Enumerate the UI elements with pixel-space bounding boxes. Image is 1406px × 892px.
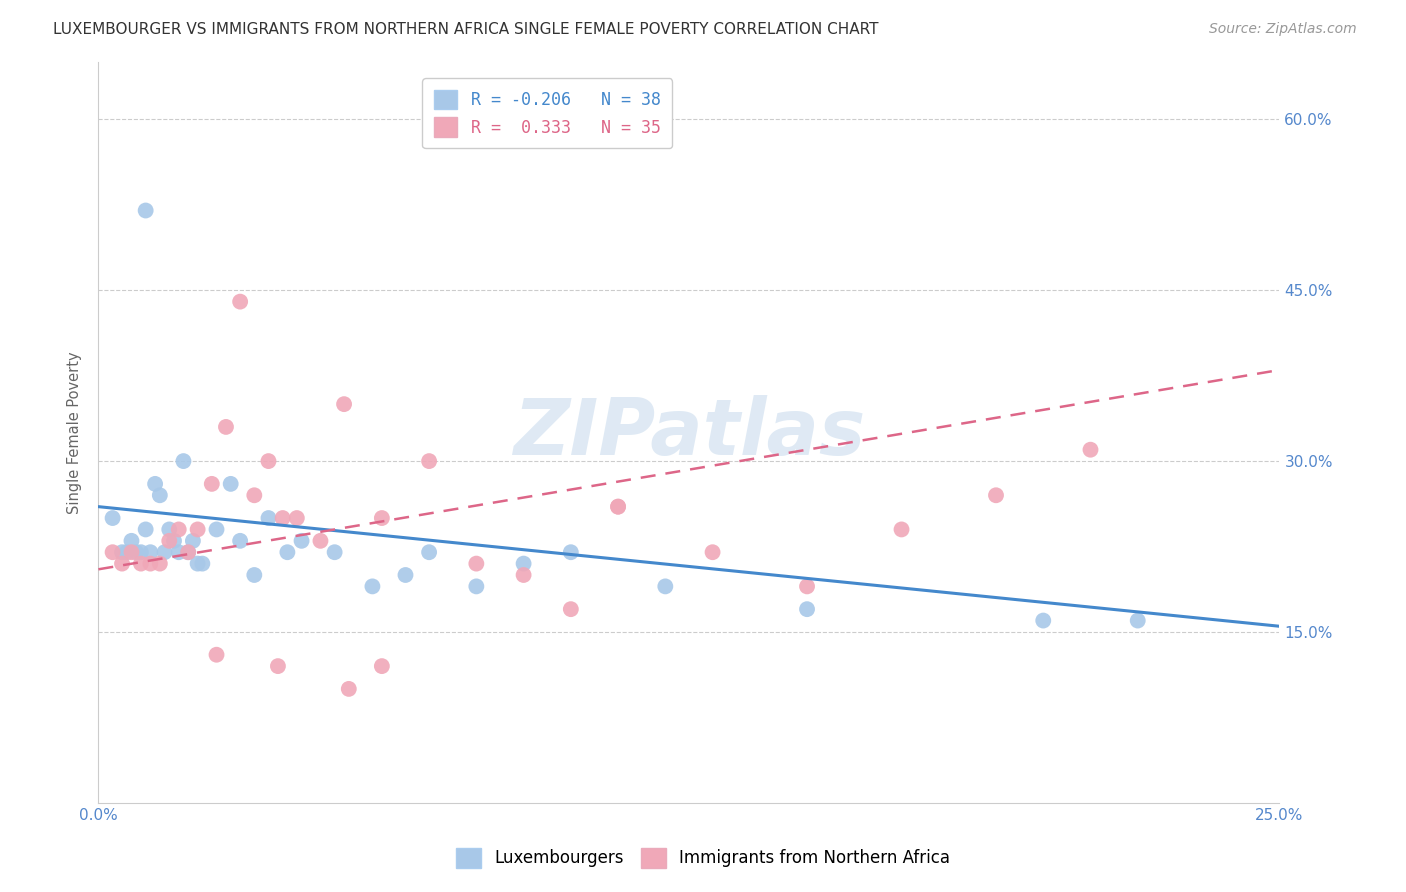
Point — [167, 523, 190, 537]
Point — [465, 557, 488, 571]
Point — [101, 511, 124, 525]
Point — [177, 545, 200, 559]
Point — [371, 659, 394, 673]
Text: Source: ZipAtlas.com: Source: ZipAtlas.com — [1209, 22, 1357, 37]
Point — [654, 579, 676, 593]
Point — [1032, 614, 1054, 628]
Point — [796, 579, 818, 593]
Point — [607, 500, 630, 514]
Point — [177, 545, 200, 559]
Point — [149, 488, 172, 502]
Point — [890, 523, 912, 537]
Point — [101, 545, 124, 559]
Point — [163, 533, 186, 548]
Point — [191, 557, 214, 571]
Point — [702, 545, 724, 559]
Point — [157, 533, 180, 548]
Point — [309, 533, 332, 548]
Point — [129, 545, 152, 559]
Point — [201, 476, 224, 491]
Point — [157, 523, 180, 537]
Y-axis label: Single Female Poverty: Single Female Poverty — [67, 351, 83, 514]
Point — [285, 511, 308, 525]
Point — [167, 545, 190, 559]
Point — [205, 648, 228, 662]
Point — [560, 545, 582, 559]
Point — [219, 476, 242, 491]
Point — [1126, 614, 1149, 628]
Point — [418, 545, 440, 559]
Point — [361, 579, 384, 593]
Point — [143, 476, 166, 491]
Text: ZIPatlas: ZIPatlas — [513, 394, 865, 471]
Point — [257, 454, 280, 468]
Point — [125, 545, 148, 559]
Point — [512, 568, 534, 582]
Point — [205, 523, 228, 537]
Point — [153, 545, 176, 559]
Point — [607, 500, 630, 514]
Point — [465, 579, 488, 593]
Point — [333, 397, 356, 411]
Point — [215, 420, 238, 434]
Point — [257, 511, 280, 525]
Point — [149, 557, 172, 571]
Point — [139, 545, 162, 559]
Point — [121, 533, 143, 548]
Point — [394, 568, 416, 582]
Point — [187, 557, 209, 571]
Point — [121, 545, 143, 559]
Point — [984, 488, 1007, 502]
Point — [129, 557, 152, 571]
Point — [135, 203, 157, 218]
Point — [271, 511, 294, 525]
Point — [135, 523, 157, 537]
Point — [512, 557, 534, 571]
Point — [1080, 442, 1102, 457]
Legend: Luxembourgers, Immigrants from Northern Africa: Luxembourgers, Immigrants from Northern … — [450, 841, 956, 875]
Point — [172, 454, 194, 468]
Point — [337, 681, 360, 696]
Point — [111, 557, 134, 571]
Text: LUXEMBOURGER VS IMMIGRANTS FROM NORTHERN AFRICA SINGLE FEMALE POVERTY CORRELATIO: LUXEMBOURGER VS IMMIGRANTS FROM NORTHERN… — [53, 22, 879, 37]
Point — [111, 545, 134, 559]
Point — [323, 545, 346, 559]
Point — [418, 454, 440, 468]
Legend: R = -0.206   N = 38, R =  0.333   N = 35: R = -0.206 N = 38, R = 0.333 N = 35 — [422, 78, 672, 148]
Point — [276, 545, 298, 559]
Point — [290, 533, 312, 548]
Point — [229, 533, 252, 548]
Point — [560, 602, 582, 616]
Point — [187, 523, 209, 537]
Point — [243, 568, 266, 582]
Point — [796, 602, 818, 616]
Point — [139, 557, 162, 571]
Point — [371, 511, 394, 525]
Point — [115, 545, 138, 559]
Point — [243, 488, 266, 502]
Point — [267, 659, 290, 673]
Point — [229, 294, 252, 309]
Point — [181, 533, 204, 548]
